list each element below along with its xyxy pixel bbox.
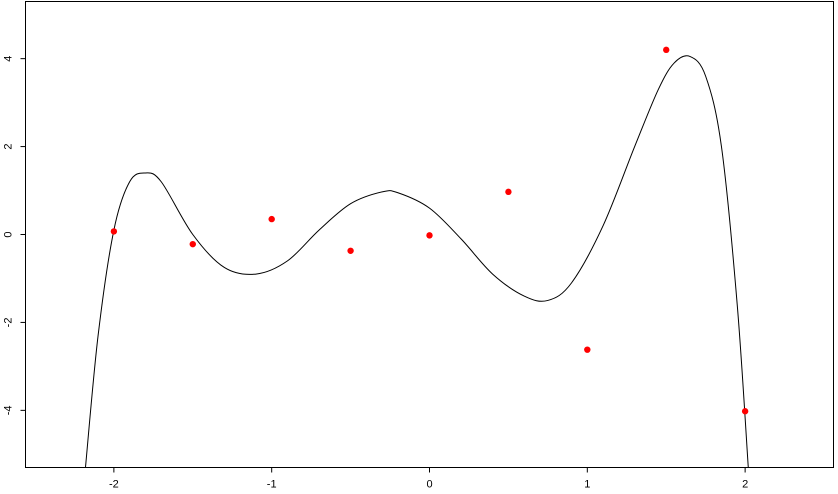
x-tick-label-0: -2 — [109, 479, 119, 491]
data-points — [110, 46, 749, 415]
x-axis: -2 -1 0 1 2 — [109, 467, 748, 491]
data-point-5 — [505, 188, 512, 196]
x-tick-label-2: 0 — [426, 479, 432, 491]
data-point-6 — [584, 346, 591, 353]
y-tick-label-4: 4 — [3, 56, 15, 62]
data-point-2 — [268, 215, 275, 223]
y-tick-label-3: 2 — [3, 144, 15, 150]
fitted-curve — [84, 55, 749, 468]
y-axis: -4 -2 0 2 4 — [3, 56, 26, 415]
data-point-7 — [663, 46, 670, 54]
x-tick-label-1: -1 — [267, 479, 277, 491]
data-point-4 — [426, 232, 433, 239]
data-point-0 — [110, 228, 118, 235]
y-tick-label-1: -2 — [3, 318, 15, 328]
x-tick-label-3: 1 — [584, 479, 590, 491]
y-tick-label-0: -4 — [3, 405, 15, 415]
data-point-3 — [347, 247, 354, 254]
y-tick-label-2: 0 — [3, 231, 15, 237]
data-point-1 — [189, 240, 196, 248]
data-point-8 — [741, 408, 749, 415]
x-tick-label-4: 2 — [742, 479, 748, 491]
